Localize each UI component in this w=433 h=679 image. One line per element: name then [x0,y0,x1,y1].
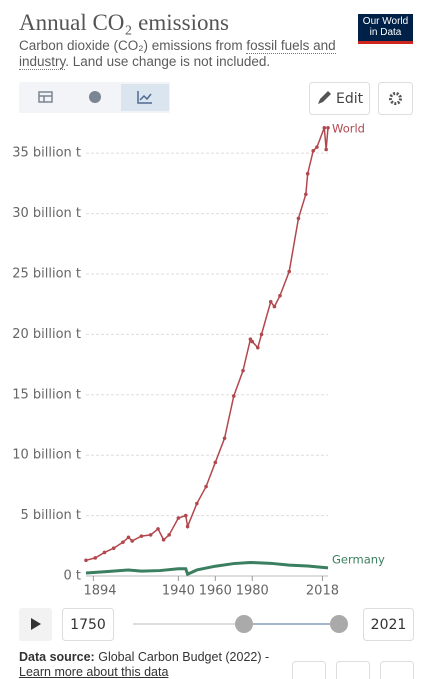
point [204,484,208,489]
point [183,513,188,518]
slider-handle[interactable] [235,615,253,633]
y-tick-label: 25 billion t [12,266,81,281]
point [296,216,301,221]
y-tick-label: 30 billion t [12,206,81,221]
point [322,125,327,130]
subtitle-text: Carbon dioxide (CO₂) emissions from [19,38,247,53]
slider-handle[interactable] [330,615,348,633]
share-button[interactable] [336,661,370,679]
logo[interactable]: Our World in Data [358,14,413,44]
x-tick-label: 1940 [162,584,195,599]
edit-button[interactable] [309,82,370,115]
x-tick-label: 1960 [199,584,232,599]
point [161,537,166,542]
point [278,293,282,298]
edit-label: Edit [336,91,364,107]
plot-area: 0 t 5 billion t 10 billion t 15 billion t 20… [12,121,385,598]
point [311,148,316,153]
point [326,125,330,130]
edit-icon [318,91,331,104]
map-icon[interactable] [89,91,101,103]
download-button[interactable] [292,661,326,679]
series-label: World [332,121,365,135]
subtitle-text: . Land use change is not included. [65,54,271,69]
point [259,332,264,337]
y-tick-label: 5 billion t [20,508,81,523]
data-source: Data source: Global Carbon Budget (2022)… [19,650,269,664]
point [148,533,153,537]
chart-icon-line [139,93,152,101]
point [111,546,116,551]
point [176,516,181,520]
source-label: Data source: [19,650,95,664]
title: Annual CO₂ emissions [19,10,229,35]
subtitle: Carbon dioxide (CO₂) emissions from foss… [19,38,339,70]
point [287,269,292,274]
point [231,394,236,398]
point [195,501,199,506]
y-tick-label: 0 t [63,569,81,584]
point [222,436,227,441]
y-tick-label: 10 billion t [12,448,81,463]
point [250,339,255,344]
settings-icon [389,92,402,105]
point [84,558,88,563]
point [121,540,125,544]
learn-more[interactable]: Learn more about this data [19,665,169,679]
point [315,145,319,149]
point [139,534,144,538]
point [213,460,218,465]
table-icon[interactable] [38,91,53,103]
end-year-box[interactable] [363,608,414,641]
fullscreen-button[interactable] [380,661,414,679]
x-tick-label: 1894 [83,584,116,599]
line [85,560,329,577]
point [268,299,273,304]
source: Global Carbon Budget (2022) - [98,650,270,664]
logo-line: Our World [362,16,409,27]
point [324,147,328,152]
line [85,127,329,562]
start-year-box[interactable] [62,608,114,641]
point [272,304,277,309]
x-tick-label: 1980 [236,584,269,599]
start-year: 1750 [70,617,106,633]
point [102,550,107,555]
y-tick-label: 15 billion t [12,387,81,402]
logo-line: in Data [369,27,402,38]
settings-button[interactable] [378,82,413,115]
x-tick-label: 2018 [306,584,339,599]
chart-icon[interactable] [137,91,152,104]
series-label: Germany [332,552,385,566]
play-icon [31,618,41,630]
y-tick-label: 20 billion t [12,327,81,342]
point [93,556,98,560]
y-tick-label: 35 billion t [12,146,81,161]
point [241,368,245,373]
point [304,192,308,197]
point [156,527,160,531]
point [130,539,134,543]
point [256,345,260,350]
end-year: 2021 [371,617,407,633]
point [126,535,131,540]
point [167,533,171,537]
point [185,524,190,529]
point [305,171,310,176]
subtitle-link[interactable]: fossil fuels and industry [19,38,336,70]
